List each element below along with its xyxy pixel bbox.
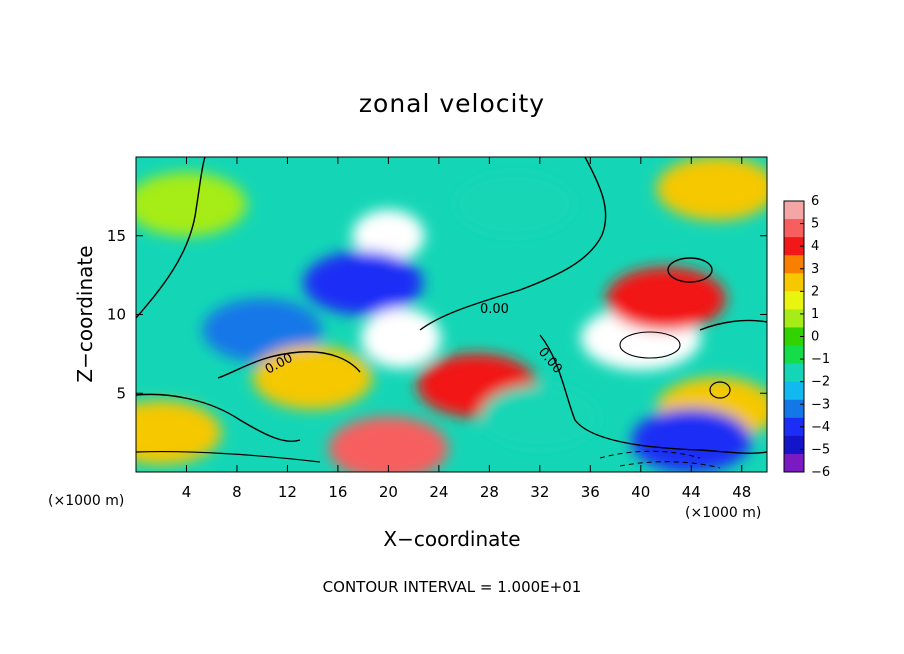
contour-line [136,157,206,319]
colorbar-swatch [784,453,804,473]
field-region [606,266,727,331]
colorbar-swatch [784,345,804,365]
contour-loop [709,381,731,399]
x-tick-label: 16 [328,483,347,501]
x-tick-label: 20 [379,483,398,501]
colorbar-tick-label: 6 [811,194,819,209]
colorbar-swatch [784,201,804,220]
x-axis: 4 8 12 16 20 24 28 32 36 40 44 48 [182,157,751,501]
contour-interval-note: CONTOUR INTERVAL = 1.000E+01 [323,578,582,596]
x-tick-label: 28 [480,483,499,501]
field-region [454,172,575,237]
colorbar-swatch [784,399,804,419]
colorbar-tick-label: −3 [811,397,830,412]
y-axis-label: Z−coordinate [73,245,97,382]
contour-dashed [619,461,721,469]
y-axis: 5 10 15 [107,227,767,402]
contour-loop [619,331,681,359]
colorbar-swatch [784,255,804,274]
colorbar-tick-label: −2 [811,375,830,390]
contour-dashed [599,450,701,459]
colorbar-tick-label: −5 [811,442,830,457]
field-region [631,408,752,472]
colorbar-swatch [784,417,804,437]
colorbar: 6 5 4 3 2 1 0 −1 −2 −3 −4 −5 −6 [783,194,830,480]
field-region [656,157,767,221]
colorbar-tick-label: −4 [811,420,830,435]
colorbar-swatch [784,435,804,455]
contour-line [136,393,301,442]
colorbar-swatch [784,327,804,347]
field-region [328,416,449,472]
field-region [202,298,323,363]
chart-title: zonal velocity [359,89,545,118]
x-tick-label: 24 [429,483,448,501]
colorbar-swatch [784,219,804,238]
colorbar-swatch [784,381,804,401]
field-region [479,384,600,449]
colorbar-swatch [784,273,804,292]
field-region [136,400,222,465]
contour-line [217,351,361,379]
field-region [252,345,373,410]
colorbar-tick-label: 1 [811,307,819,322]
colorbar-swatch [784,309,804,328]
y-tick-label: 5 [116,384,126,402]
colorbar-tick-label: 3 [811,262,819,277]
x-axis-label: X−coordinate [383,527,520,551]
x-tick-label: 48 [732,483,751,501]
colorbar-swatch [784,291,804,310]
field-region [303,251,424,315]
x-tick-label: 32 [530,483,549,501]
colorbar-tick-label: 2 [811,284,819,299]
zero-contours [136,157,767,469]
colorbar-tick-label: 4 [811,239,819,254]
colorbar-tick-label: 0 [811,330,819,345]
field-region [361,308,442,369]
field-region [352,209,425,262]
x-tick-label: 36 [581,483,600,501]
x-tick-label: 8 [232,483,242,501]
colorbar-tick-label: −1 [811,352,830,367]
x-tick-label: 44 [682,483,701,501]
colorbar-tick-label: −6 [811,465,830,480]
plot-area: 0.00 0.00 0.00 [136,157,767,472]
contour-loop [667,257,713,283]
colorbar-tick-label: 5 [811,217,819,232]
y-tick-label: 10 [107,306,126,324]
y-tick-label: 15 [107,227,126,245]
contour-line [699,319,767,331]
field-region [136,172,247,237]
contour-line [539,334,767,454]
x-origin-unit: (×1000 m) [48,493,124,509]
x-tick-label: 12 [278,483,297,501]
x-tick-label: 40 [631,483,650,501]
contour-line [136,450,321,463]
colorbar-swatch [784,363,804,383]
contour-line [419,157,607,331]
contour-label: 0.00 [480,302,509,317]
velocity-field [136,157,767,472]
x-axis-unit: (×1000 m) [685,505,761,521]
colorbar-swatch [784,237,804,256]
x-tick-label: 4 [182,483,192,501]
